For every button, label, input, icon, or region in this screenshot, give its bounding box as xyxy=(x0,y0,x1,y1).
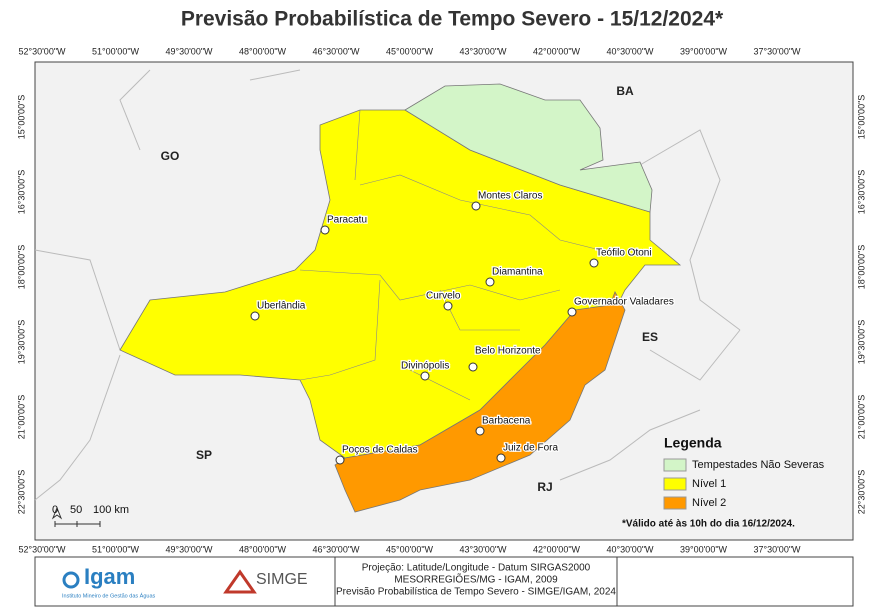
longitude-label: 48°00'00"W xyxy=(239,544,287,554)
credit-line: Previsão Probabilística de Tempo Severo … xyxy=(336,587,616,598)
longitude-label: 42°00'00"W xyxy=(533,544,581,554)
legend-title: Legenda xyxy=(664,435,722,451)
latitude-label: 16°30'00"S xyxy=(856,170,866,215)
city-label: Diamantina xyxy=(492,267,543,278)
longitude-label: 39°00'00"W xyxy=(680,46,728,56)
longitude-label: 49°30'00"W xyxy=(165,46,213,56)
city-marker xyxy=(335,455,345,465)
longitude-label: 42°00'00"W xyxy=(533,46,581,56)
simge-name: SIMGE xyxy=(256,571,308,588)
igam-subtitle: Instituto Mineiro de Gestão das Águas xyxy=(62,592,155,599)
city-label: Uberlândia xyxy=(257,301,306,312)
latitude-label: 22°30'00"S xyxy=(856,470,866,515)
longitude-label: 45°00'00"W xyxy=(386,544,434,554)
title: Previsão Probabilística de Tempo Severo … xyxy=(181,8,724,31)
longitude-label: 48°00'00"W xyxy=(239,46,287,56)
city-marker xyxy=(496,453,506,463)
longitude-label: 45°00'00"W xyxy=(386,46,434,56)
scale-label: 100 km xyxy=(93,504,129,516)
longitude-label: 40°30'00"W xyxy=(606,544,654,554)
city-marker xyxy=(250,311,260,321)
non-severe-area xyxy=(404,83,653,213)
credit-line: Projeção: Latitude/Longitude - Datum SIR… xyxy=(362,563,591,574)
city-marker xyxy=(589,258,599,268)
city-label: Divinópolis xyxy=(401,361,449,372)
city-label: Barbacena xyxy=(482,416,531,427)
city-marker xyxy=(485,277,495,287)
latitude-label: 15°00'00"S xyxy=(856,95,866,140)
state-borders xyxy=(34,69,741,501)
legend-swatch xyxy=(663,477,687,491)
scale-label: 50 xyxy=(70,504,82,516)
city-marker xyxy=(468,362,478,372)
scale-bar xyxy=(54,521,101,527)
state-label: BA xyxy=(616,84,634,98)
latitude-label: 22°30'00"S xyxy=(16,470,26,515)
legend-swatch xyxy=(663,496,687,510)
longitude-label: 46°30'00"W xyxy=(312,46,360,56)
state-label: RJ xyxy=(537,480,552,494)
longitude-label: 37°30'00"W xyxy=(753,46,801,56)
city-marker xyxy=(471,201,481,211)
city-marker xyxy=(443,301,453,311)
longitude-label: 39°00'00"W xyxy=(680,544,728,554)
city-label: Juiz de Fora xyxy=(503,443,558,454)
longitude-label: 52°30'00"W xyxy=(18,544,66,554)
north-arrow xyxy=(51,506,63,520)
city-marker xyxy=(567,307,577,317)
latitude-label: 19°30'00"S xyxy=(856,320,866,365)
latitude-label: 21°00'00"S xyxy=(856,395,866,440)
longitude-label: 51°00'00"W xyxy=(92,544,140,554)
longitude-label: 43°30'00"W xyxy=(459,544,507,554)
igam-name: Igam xyxy=(84,564,135,589)
igam-logo xyxy=(62,571,80,589)
city-label: Curvelo xyxy=(426,291,461,302)
longitude-label: 49°30'00"W xyxy=(165,544,213,554)
city-marker xyxy=(320,225,330,235)
validity-note: *Válido até às 10h do dia 16/12/2024. xyxy=(622,519,795,530)
latitude-label: 19°30'00"S xyxy=(16,320,26,365)
legend-label: Nível 1 xyxy=(692,478,726,490)
longitude-label: 46°30'00"W xyxy=(312,544,360,554)
credit-line: MESORREGIÕES/MG - IGAM, 2009 xyxy=(394,573,558,586)
latitude-label: 18°00'00"S xyxy=(16,245,26,290)
city-marker xyxy=(420,371,430,381)
city-marker xyxy=(475,426,485,436)
longitude-label: 37°30'00"W xyxy=(753,544,801,554)
mesoregion-borders xyxy=(299,109,601,401)
city-label: Belo Horizonte xyxy=(475,346,541,357)
footer-frame xyxy=(34,556,854,607)
longitude-label: 52°30'00"W xyxy=(18,46,66,56)
legend-label: Nível 2 xyxy=(692,497,726,509)
city-label: Montes Claros xyxy=(478,191,542,202)
latitude-label: 21°00'00"S xyxy=(16,395,26,440)
city-label: Poços de Caldas xyxy=(342,445,418,456)
city-label: Paracatu xyxy=(327,215,367,226)
latitude-label: 18°00'00"S xyxy=(856,245,866,290)
scale-label: 0 xyxy=(52,504,58,516)
latitude-label: 15°00'00"S xyxy=(16,95,26,140)
latitude-label: 16°30'00"S xyxy=(16,170,26,215)
city-label: Teófilo Otoni xyxy=(596,248,652,259)
state-label: GO xyxy=(161,149,180,163)
longitude-label: 51°00'00"W xyxy=(92,46,140,56)
state-label: ES xyxy=(642,330,658,344)
longitude-label: 40°30'00"W xyxy=(606,46,654,56)
level-2-area xyxy=(334,291,626,513)
state-label: SP xyxy=(196,448,212,462)
legend-label: Tempestades Não Severas xyxy=(692,459,825,471)
simge-logo xyxy=(223,569,257,594)
city-label: Governador Valadares xyxy=(574,297,674,308)
longitude-label: 43°30'00"W xyxy=(459,46,507,56)
legend-swatch xyxy=(663,458,687,472)
